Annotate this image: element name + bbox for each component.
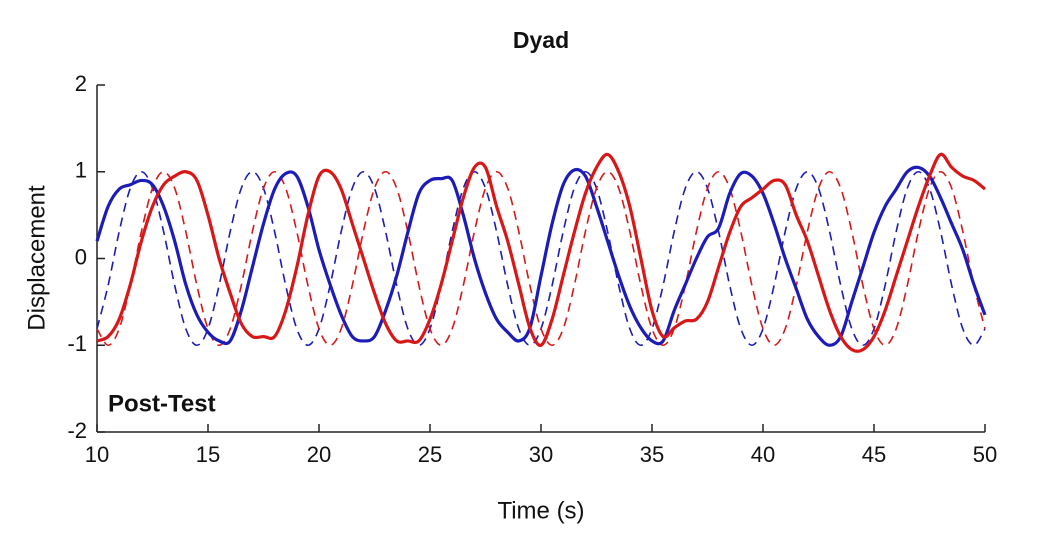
y-tick-label: 1: [75, 158, 87, 183]
y-tick-label: -1: [67, 331, 87, 356]
y-tick-label: 0: [75, 244, 87, 269]
x-axis-label: Time (s): [497, 497, 584, 524]
series-line: [95, 165, 987, 347]
annotation: Post-Test: [108, 390, 216, 417]
y-axis-label: Displacement: [23, 185, 50, 331]
x-tick-label: 20: [307, 442, 331, 467]
x-tick-label: 40: [751, 442, 775, 467]
x-tick-label: 10: [85, 442, 109, 467]
x-tick-label: 35: [640, 442, 664, 467]
series-line: [96, 170, 986, 347]
plot-area: 10 15 20 25 30 35 40 45 50 -2 -1 0 1 2: [67, 71, 997, 467]
y-tick-label: -2: [67, 418, 87, 443]
x-tick-label: 25: [418, 442, 442, 467]
series-line: [96, 170, 986, 347]
series-line: [96, 152, 987, 353]
x-tick-label: 50: [973, 442, 997, 467]
chart-title: Dyad: [513, 27, 569, 53]
x-tick-label: 30: [529, 442, 553, 467]
x-tick-label: 15: [196, 442, 220, 467]
x-tick-label: 45: [862, 442, 886, 467]
y-tick-label: 2: [75, 71, 87, 96]
